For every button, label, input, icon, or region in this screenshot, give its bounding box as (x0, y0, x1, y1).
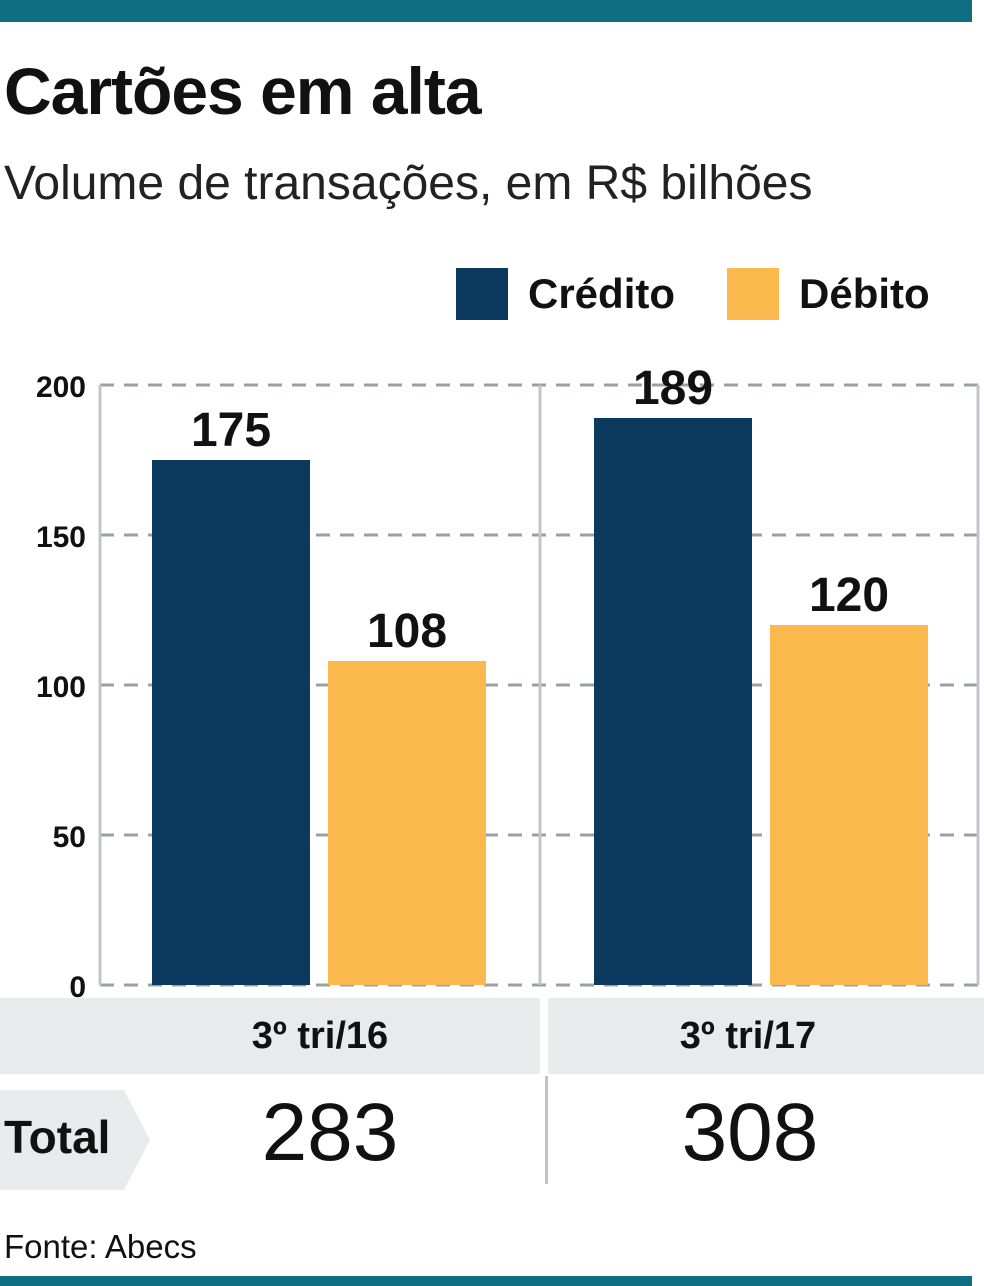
category-band-2: 3º tri/17 (548, 998, 984, 1074)
bottom-rule (0, 1276, 972, 1286)
bar-crdito-2 (594, 418, 752, 985)
source-note: Fonte: Abecs (4, 1228, 197, 1265)
category-label-1: 3º tri/16 (251, 1015, 389, 1057)
total-separator (545, 1076, 548, 1184)
data-label-dbito-2: 120 (809, 569, 889, 622)
data-label-crdito-2: 189 (633, 362, 713, 415)
legend: Crédito Débito (456, 268, 930, 320)
legend-item-debito: Débito (727, 268, 930, 320)
chart-title: Cartões em alta (4, 54, 482, 128)
bar-crdito-1 (152, 460, 310, 985)
total-tag (0, 1090, 150, 1190)
data-label-dbito-1: 108 (367, 605, 447, 658)
legend-swatch-debito (727, 268, 779, 320)
y-tick-label-100: 100 (36, 671, 86, 704)
bar-chart: 0 50 100 150 200 175 108 189 120 (36, 362, 980, 1000)
category-label-2: 3º tri/17 (679, 1015, 817, 1057)
legend-label-credito: Crédito (528, 270, 675, 317)
total-label: Total (4, 1111, 111, 1163)
chart-subtitle: Volume de transações, em R$ bilhões (4, 157, 813, 210)
y-tick-label-200: 200 (36, 371, 86, 404)
total-value-2: 308 (681, 1087, 819, 1178)
category-band-1: 3º tri/16 (0, 998, 540, 1074)
bar-dbito-2 (770, 625, 928, 985)
y-tick-label-150: 150 (36, 521, 86, 554)
y-tick-label-50: 50 (53, 821, 86, 854)
legend-label-debito: Débito (799, 270, 930, 317)
y-tick-label-0: 0 (69, 971, 86, 1000)
bar-dbito-1 (328, 661, 486, 985)
data-label-crdito-1: 175 (191, 404, 271, 457)
legend-swatch-credito (456, 268, 508, 320)
legend-item-credito: Crédito (456, 268, 675, 320)
total-value-1: 283 (261, 1087, 399, 1178)
top-rule (0, 0, 972, 22)
